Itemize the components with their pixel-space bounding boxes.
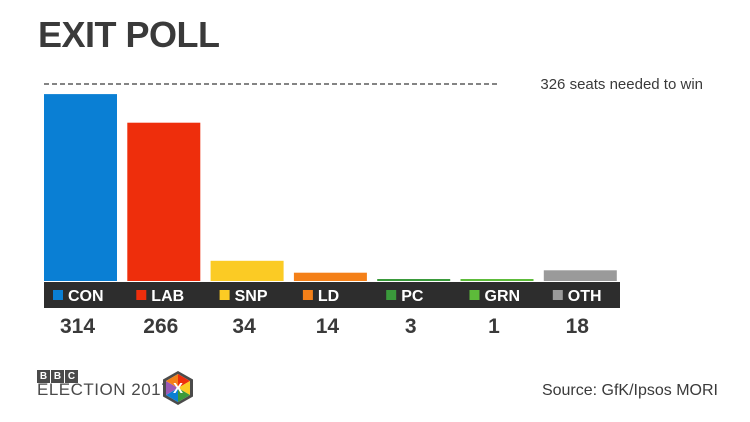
- value-label-pc: 3: [405, 315, 417, 338]
- bars-group: [44, 94, 617, 281]
- bbc-letter-c: C: [65, 370, 78, 383]
- value-label-con: 314: [60, 315, 95, 338]
- election-x-badge-icon: X: [163, 371, 193, 405]
- value-label-grn: 1: [488, 315, 500, 338]
- category-label-snp: SNP: [235, 288, 268, 305]
- category-labels-group: CON LAB SNP LD PC GRN OTH: [53, 288, 602, 305]
- bar-ld: [293, 272, 367, 281]
- value-label-oth: 18: [566, 315, 590, 338]
- category-label-ld: LD: [318, 288, 339, 305]
- value-label-ld: 14: [316, 315, 340, 338]
- bar-snp: [210, 260, 284, 281]
- bar-grn: [460, 279, 534, 281]
- bbc-letter-b2: B: [51, 370, 64, 383]
- bar-lab: [127, 122, 201, 281]
- source-note: Source: GfK/Ipsos MORI: [541, 382, 718, 399]
- category-label-con: CON: [68, 288, 104, 305]
- category-label-oth: OTH: [568, 288, 602, 305]
- swatch-grn: [469, 290, 480, 300]
- threshold-label: 326 seats needed to win: [540, 76, 703, 93]
- election-2017-text: ELECTION 2017: [37, 380, 172, 399]
- category-label-lab: LAB: [151, 288, 184, 305]
- bar-pc: [377, 279, 451, 281]
- value-labels-group: 314 266 34 14 3 1 18: [60, 315, 589, 338]
- swatch-pc: [386, 290, 397, 300]
- swatch-snp: [219, 290, 230, 300]
- swatch-oth: [552, 290, 563, 300]
- bar-oth: [543, 270, 617, 281]
- value-label-snp: 34: [232, 315, 256, 338]
- bbc-letter-b1: B: [37, 370, 50, 383]
- swatch-con: [53, 290, 63, 300]
- swatch-lab: [136, 290, 147, 300]
- category-label-grn: GRN: [485, 288, 521, 305]
- bar-con: [44, 94, 117, 281]
- value-label-lab: 266: [143, 315, 178, 338]
- chart-title: EXIT POLL: [38, 14, 220, 55]
- swatch-ld: [302, 290, 313, 300]
- category-label-pc: PC: [401, 288, 424, 305]
- badge-x: X: [173, 380, 183, 397]
